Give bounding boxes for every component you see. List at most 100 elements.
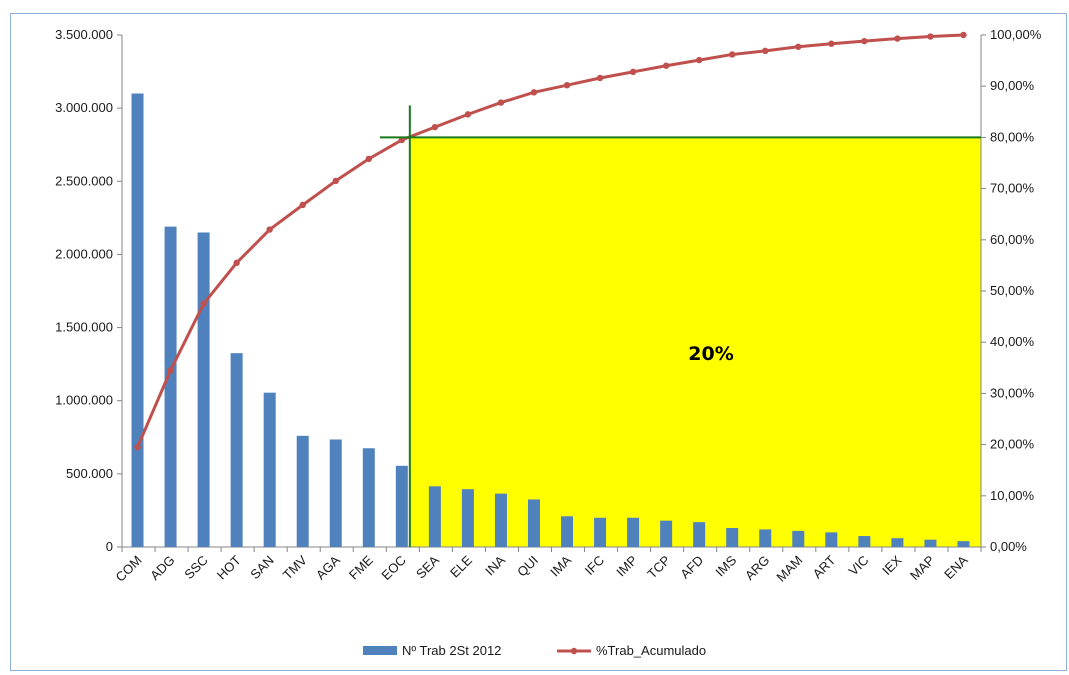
category-label: SAN — [247, 553, 277, 583]
bar — [263, 392, 276, 547]
bar — [395, 465, 408, 547]
category-label: AGA — [313, 552, 343, 582]
right-tick-label: 90,00% — [990, 78, 1035, 93]
category-label: ENA — [941, 552, 971, 582]
category-label: COM — [113, 553, 145, 585]
legend-line-marker — [570, 647, 578, 655]
bar — [594, 517, 607, 547]
bar — [858, 536, 871, 547]
right-tick-label: 60,00% — [990, 232, 1035, 247]
legend-line-label: %Trab_Acumulado — [596, 643, 706, 658]
category-label: TCP — [644, 553, 673, 582]
bar — [461, 489, 474, 547]
category-label: IMA — [547, 552, 574, 579]
category-label: MAP — [907, 553, 938, 584]
right-tick-label: 70,00% — [990, 181, 1035, 196]
cumulative-point — [729, 51, 736, 58]
bar — [693, 522, 706, 547]
category-label: ARG — [742, 553, 773, 584]
bar — [164, 226, 177, 548]
bar — [494, 493, 507, 547]
right-tick-label: 40,00% — [990, 334, 1035, 349]
bar — [891, 538, 904, 547]
cumulative-point — [828, 40, 835, 47]
bar — [362, 448, 375, 547]
cumulative-point — [299, 201, 306, 209]
category-label: FME — [346, 552, 376, 582]
cumulative-point — [762, 47, 769, 55]
cumulative-point — [431, 123, 439, 131]
left-tick-label: 0 — [106, 539, 113, 554]
bar — [197, 232, 210, 547]
right-tick-label: 0,00% — [990, 539, 1027, 554]
cumulative-point — [530, 89, 538, 96]
bar — [230, 353, 243, 547]
cumulative-line — [136, 33, 964, 448]
left-tick-label: 3.000.000 — [55, 100, 113, 115]
right-tick-label: 50,00% — [990, 283, 1035, 298]
cumulative-point — [233, 259, 240, 267]
category-label: VIC — [846, 553, 872, 579]
cumulative-point — [464, 111, 472, 118]
right-tick-label: 10,00% — [990, 488, 1035, 503]
category-label: IFC — [582, 553, 607, 578]
legend-bar-swatch — [363, 646, 397, 655]
right-tick-label: 100,00% — [990, 27, 1042, 42]
bar — [957, 541, 970, 547]
bar — [428, 486, 441, 547]
cumulative-point — [795, 43, 802, 50]
bar — [825, 532, 838, 547]
cumulative-point — [695, 56, 703, 64]
bar — [527, 499, 540, 547]
cumulative-point — [497, 99, 505, 106]
cumulative-point — [861, 37, 868, 45]
left-tick-label: 2.500.000 — [55, 173, 113, 188]
highlight-region — [409, 137, 982, 547]
category-label: MAM — [773, 553, 805, 585]
category-label: QUI — [514, 553, 541, 580]
left-tick-label: 500.000 — [66, 466, 113, 481]
right-tick-label: 80,00% — [990, 129, 1035, 144]
cumulative-point — [629, 68, 637, 76]
cumulative-point — [960, 31, 967, 39]
cumulative-point — [563, 81, 571, 89]
left-tick-label: 1.500.000 — [55, 320, 113, 335]
bar — [660, 520, 673, 547]
cumulative-point — [200, 300, 207, 307]
cumulative-point — [662, 62, 670, 69]
category-label: AFD — [677, 553, 706, 582]
bar — [627, 517, 640, 547]
category-label: TMV — [280, 552, 310, 582]
left-tick-label: 2.000.000 — [55, 246, 113, 261]
cumulative-point — [927, 33, 934, 40]
legend-bar-label: Nº Trab 2St 2012 — [402, 643, 501, 658]
bar — [561, 516, 574, 547]
bar — [759, 529, 772, 547]
bar — [726, 527, 739, 547]
left-tick-label: 3.500.000 — [55, 27, 113, 42]
category-label: IMP — [613, 553, 640, 580]
right-tick-label: 20,00% — [990, 437, 1035, 452]
cumulative-point — [134, 443, 141, 451]
category-label: ART — [810, 552, 839, 581]
bar — [131, 93, 144, 547]
cumulative-point — [266, 226, 273, 233]
category-label: ADG — [147, 553, 178, 584]
cumulative-point — [596, 74, 604, 82]
cumulative-point — [332, 177, 339, 185]
left-tick-label: 1.000.000 — [55, 393, 113, 408]
annotation-label: 20% — [688, 343, 733, 365]
cumulative-point — [167, 367, 174, 374]
bar — [924, 539, 937, 547]
category-label: SSC — [181, 553, 211, 583]
category-label: ELE — [447, 552, 475, 580]
cumulative-point — [365, 155, 372, 163]
category-label: INA — [482, 552, 508, 578]
bar — [296, 435, 309, 547]
category-label: HOT — [214, 552, 244, 582]
category-label: IMS — [712, 552, 739, 579]
cumulative-point — [894, 35, 901, 42]
category-label: SEA — [413, 552, 442, 581]
category-label: IEX — [879, 552, 905, 578]
